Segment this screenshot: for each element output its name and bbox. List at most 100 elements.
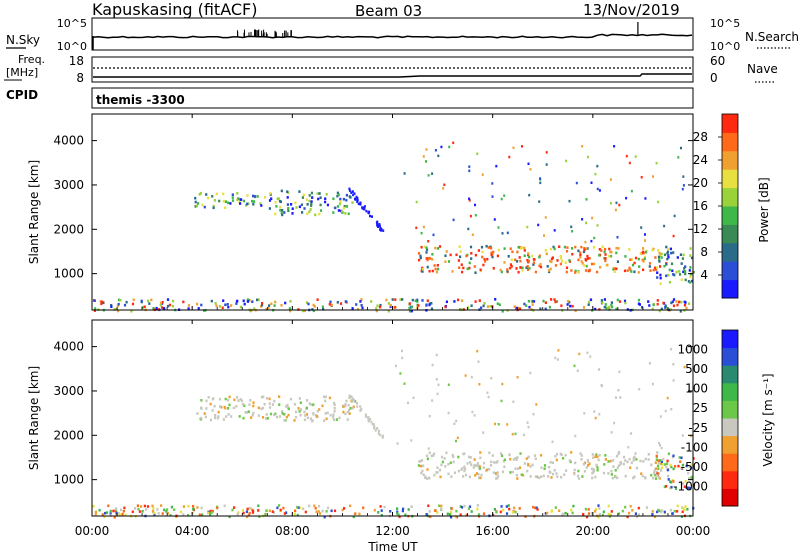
echo-cell [689,275,692,279]
echo-cell [428,269,431,273]
echo-cell [345,193,348,197]
echo-cell [218,305,222,308]
echo-cell [491,454,494,457]
echo-cell [297,506,300,509]
echo-cell [246,515,249,519]
echo-cell [581,475,584,478]
echo-cell [280,211,283,215]
echo-cell [455,439,457,443]
echo-cell [464,374,467,377]
echo-cell [566,246,569,249]
echo-cell [527,462,530,466]
echo-cell [302,507,305,511]
echo-cell [527,253,530,257]
echo-cell [303,207,306,210]
echo-cell [310,419,314,422]
echo-cell [324,197,327,200]
echo-cell [336,194,339,198]
echo-cell [346,410,349,414]
echo-cell [608,254,611,258]
velocity-scatter [92,347,696,519]
echo-cell [317,510,320,513]
velocity-colorbar-tick: 100 [685,382,708,396]
echo-cell [584,240,587,244]
x-tick-label: 00:00 [75,524,110,538]
echo-cell [512,458,515,461]
echo-cell [260,305,263,308]
echo-cell [659,415,662,418]
echo-cell [230,415,233,418]
echo-cell [663,253,667,257]
echo-cell [376,304,379,308]
echo-cell [494,298,497,301]
echo-cell [422,225,425,229]
echo-cell [659,282,662,285]
echo-cell [269,412,273,416]
echo-cell [207,511,210,515]
echo-cell [450,475,453,478]
echo-cell [667,247,670,251]
echo-cell [617,247,620,250]
echo-cell [279,205,282,209]
echo-cell [420,464,423,468]
echo-cell [594,475,597,479]
echo-cell [527,252,530,255]
echo-cell [588,268,591,272]
echo-cell [447,472,450,476]
echo-cell [617,464,620,467]
echo-cell [98,508,101,512]
echo-cell [688,477,691,480]
echo-cell [559,254,562,258]
echo-cell [131,302,135,306]
echo-cell [585,247,588,251]
echo-cell [205,407,208,410]
echo-cell [549,247,552,251]
echo-cell [109,509,112,513]
echo-cell [398,515,401,519]
echo-cell [246,298,249,301]
echo-cell [686,508,689,511]
echo-cell [604,247,607,251]
echo-cell [218,199,221,203]
echo-cell [457,469,460,473]
echo-cell [534,506,537,510]
echo-cell [536,475,539,479]
echo-cell [516,456,519,459]
echo-cell [136,504,139,507]
echo-cell [342,405,345,408]
echo-cell [356,405,359,408]
echo-cell [610,473,613,476]
echo-cell [592,456,595,459]
echo-cell [659,265,662,268]
echo-cell [657,476,660,479]
echo-cell [637,257,640,261]
echo-cell [529,465,532,468]
power-colorbar-swatch [722,206,738,225]
echo-cell [518,507,521,510]
echo-cell [637,298,641,302]
echo-cell [357,202,360,206]
echo-cell [622,462,625,466]
echo-cell [436,511,439,514]
echo-cell [681,434,684,437]
echo-cell [352,405,355,409]
echo-cell [670,408,673,411]
echo-cell [598,512,601,516]
velocity-colorbar-swatch [722,453,738,472]
echo-cell [584,258,587,261]
echo-cell [440,455,444,459]
echo-cell [619,461,622,464]
echo-cell [269,192,272,195]
echo-cell [624,505,627,509]
echo-cell [351,190,354,193]
echo-cell [660,252,663,256]
echo-cell [560,475,563,479]
echo-cell [235,405,238,408]
echo-cell [589,355,592,358]
echo-cell [371,215,373,218]
echo-cell [427,447,430,450]
echo-cell [653,472,656,475]
echo-cell [214,416,217,420]
echo-cell [425,477,429,480]
echo-cell [248,403,251,406]
